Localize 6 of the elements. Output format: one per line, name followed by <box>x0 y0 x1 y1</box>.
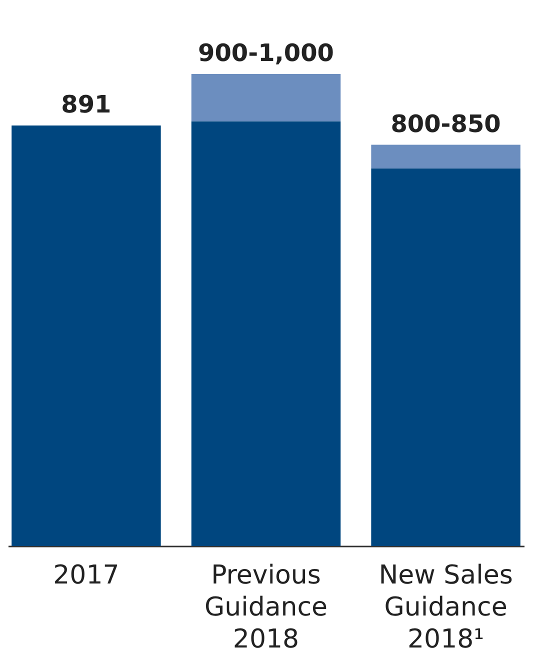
x-tick-label: New Sales Guidance 2018¹ <box>378 560 513 654</box>
total-label: 900-1,000 <box>198 39 334 67</box>
x-tick-label: Previous Guidance 2018 <box>204 560 328 654</box>
total-label: 800-850 <box>390 110 501 138</box>
total-label: 891 <box>61 90 112 118</box>
x-tick-label: 2017 <box>53 560 120 590</box>
